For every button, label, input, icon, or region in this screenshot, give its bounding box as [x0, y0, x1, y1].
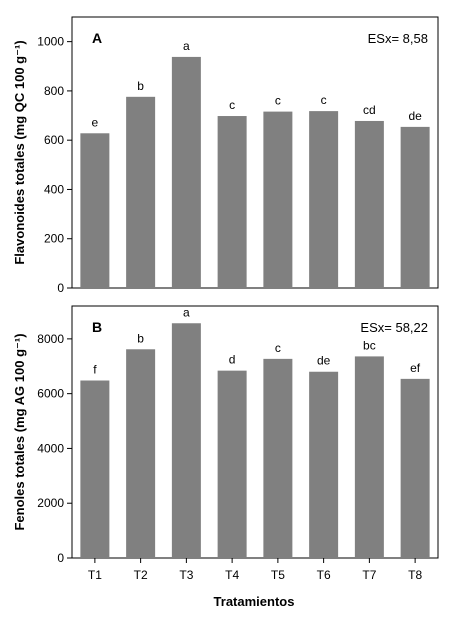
significance-letter: c — [321, 93, 327, 107]
x-tick-label: T8 — [408, 568, 422, 582]
y-axis-title: Flavonoides totales (mg QC 100 g⁻¹) — [12, 40, 27, 264]
significance-letter: b — [137, 331, 144, 345]
bar-t6 — [309, 111, 339, 289]
significance-letter: b — [137, 79, 144, 93]
plot-frame — [71, 305, 439, 559]
x-tick-label: T1 — [88, 568, 102, 582]
y-tick-label: 0 — [57, 281, 64, 295]
y-tick-label: 600 — [44, 133, 64, 147]
bar-t8 — [400, 378, 430, 558]
y-tick-label: 4000 — [37, 441, 64, 455]
panel-letter: A — [92, 30, 102, 46]
significance-letter: d — [229, 353, 236, 367]
bar-t3 — [171, 323, 201, 558]
bar-t4 — [217, 370, 247, 558]
plot-frame — [71, 16, 439, 289]
bar-t6 — [309, 371, 339, 558]
bar-t2 — [126, 349, 156, 558]
x-tick-label: T3 — [179, 568, 193, 582]
x-tick-label: T5 — [271, 568, 285, 582]
significance-letter: de — [317, 354, 331, 368]
significance-letter: de — [408, 109, 422, 123]
bar-t1 — [80, 133, 110, 288]
y-tick-label: 400 — [44, 182, 64, 196]
significance-letter: c — [275, 341, 281, 355]
bar-t7 — [354, 120, 384, 288]
significance-letter: c — [229, 98, 235, 112]
significance-letter: cd — [363, 103, 376, 117]
y-axis-title: Fenoles totales (mg AG 100 g⁻¹) — [12, 333, 27, 530]
panel-letter: B — [92, 319, 102, 335]
standard-error-annotation: ESx= 58,22 — [360, 320, 428, 335]
x-tick-label: T7 — [362, 568, 376, 582]
bar-t5 — [263, 111, 293, 288]
significance-letter: bc — [363, 338, 376, 352]
x-axis-title: Tratamientos — [214, 594, 295, 609]
bar-t5 — [263, 358, 293, 558]
significance-letter: a — [183, 39, 190, 53]
bar-t7 — [354, 356, 384, 558]
y-tick-label: 1000 — [37, 35, 64, 49]
standard-error-annotation: ESx= 8,58 — [368, 31, 428, 46]
significance-letter: ef — [410, 361, 421, 375]
y-tick-label: 0 — [57, 551, 64, 565]
x-tick-label: T4 — [225, 568, 239, 582]
y-tick-label: 200 — [44, 232, 64, 246]
bar-t1 — [80, 380, 110, 558]
significance-letter: e — [92, 115, 99, 129]
bar-t2 — [126, 96, 156, 289]
y-tick-label: 2000 — [37, 496, 64, 510]
bar-t3 — [171, 56, 201, 289]
x-tick-label: T6 — [317, 568, 331, 582]
y-tick-label: 6000 — [37, 387, 64, 401]
significance-letter: c — [275, 94, 281, 108]
chart-panel-flavonoides: 0 200 400 600 800 1000 e b a c c c cd de A ESx= 8,58 Fla… — [12, 16, 439, 295]
significance-letter: f — [93, 363, 97, 377]
bar-t4 — [217, 116, 247, 289]
y-tick-label: 800 — [44, 84, 64, 98]
x-tick-label: T2 — [134, 568, 148, 582]
significance-letter: a — [183, 305, 190, 319]
y-tick-label: 8000 — [37, 332, 64, 346]
chart-panel-fenoles: 0 2000 4000 6000 8000 f T1 b T2 a T3 d T4 c T5 de T6 bc T7… — [12, 305, 439, 582]
bar-t8 — [400, 126, 430, 289]
